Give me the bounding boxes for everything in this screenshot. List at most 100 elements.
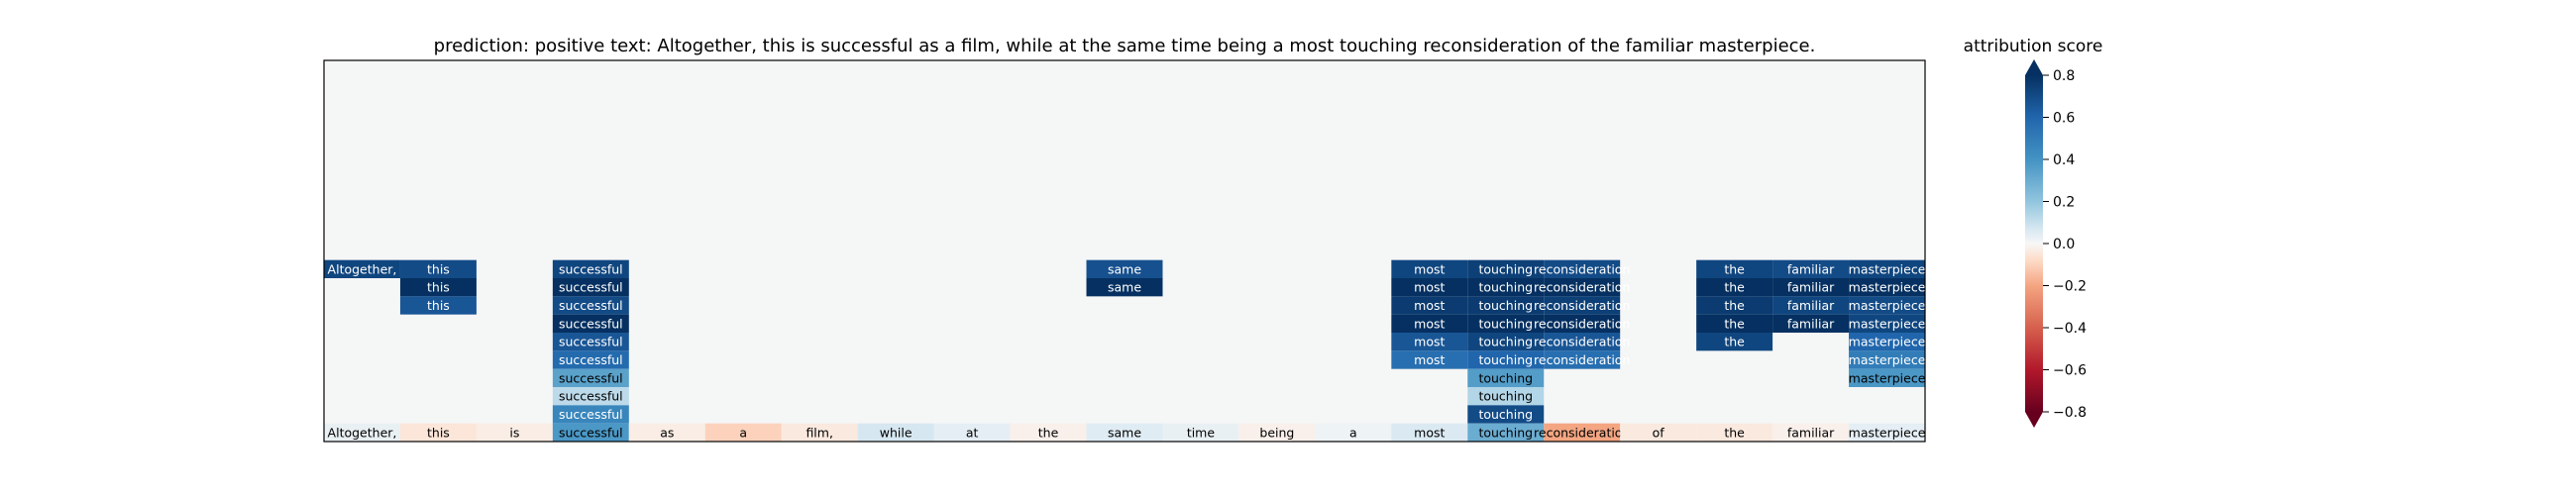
heatmap-cell (552, 387, 629, 406)
heatmap-cell (1467, 350, 1545, 369)
cell-token-label: same (1108, 280, 1141, 295)
heatmap-cell (1849, 314, 1925, 333)
heatmap-cell (1849, 423, 1925, 442)
heatmap-cell (1391, 259, 1468, 278)
heatmap-cell (1391, 296, 1468, 315)
cell-token-label: masterpiece (1849, 425, 1926, 440)
heatmap-cell (1467, 333, 1545, 351)
cell-token-label: successful (559, 389, 623, 404)
cell-token-label: the (1724, 280, 1745, 295)
cell-token-label: familiar (1787, 280, 1835, 295)
heatmap-cell (1772, 259, 1850, 278)
heatmap-cell (1391, 423, 1468, 442)
cell-token-label: masterpiece (1849, 316, 1926, 331)
heatmap-cell (1772, 278, 1850, 297)
cell-token-label: Altogether, (328, 425, 397, 440)
cell-token-label: most (1414, 352, 1445, 367)
heatmap-cell (1849, 368, 1925, 387)
cell-token-label: reconsideration (1534, 261, 1630, 276)
heatmap-cell (1315, 423, 1392, 442)
heatmap-cell (1391, 314, 1468, 333)
cell-token-label: successful (559, 280, 623, 295)
cell-token-label: successful (559, 352, 623, 367)
heatmap-cell (1162, 423, 1239, 442)
heatmap-cell (552, 368, 629, 387)
cell-token-label: touching (1478, 280, 1533, 295)
heatmap-cell (1544, 314, 1621, 333)
cell-token-label: most (1414, 280, 1445, 295)
heatmap-cell (1544, 259, 1621, 278)
heatmap-cell (1086, 278, 1163, 297)
cell-token-label: at (966, 425, 979, 440)
cell-token-label: this (427, 280, 450, 295)
heatmap-cell (1696, 259, 1773, 278)
colorbar-tick-label: 0.0 (2053, 237, 2075, 252)
heatmap-cell (1238, 423, 1316, 442)
colorbar-extend-min (2025, 412, 2043, 428)
heatmap-cell (399, 259, 477, 278)
cell-token-label: this (427, 261, 450, 276)
cell-token-label: the (1724, 425, 1745, 440)
cell-token-label: reconsideration (1534, 352, 1630, 367)
cell-token-label: touching (1478, 298, 1533, 313)
colorbar-tick-label: −0.8 (2053, 405, 2087, 421)
cell-token-label: familiar (1787, 261, 1835, 276)
cell-token-label: the (1724, 298, 1745, 313)
cell-token-label: touching (1478, 316, 1533, 331)
heatmap-cell (1849, 350, 1925, 369)
cell-token-label: successful (559, 298, 623, 313)
cell-token-label: touching (1478, 370, 1533, 385)
heatmap-cell (552, 333, 629, 351)
cell-token-label: is (509, 425, 519, 440)
cell-token-label: the (1724, 316, 1745, 331)
cell-token-label: masterpiece (1849, 370, 1926, 385)
heatmap-cell (552, 314, 629, 333)
plot-frame (323, 59, 1926, 443)
heatmap-cells: Altogether, this successful same most touchin… (324, 259, 1926, 442)
heatmap-cell (1467, 296, 1545, 315)
cell-token-label: familiar (1787, 425, 1835, 440)
heatmap-cell (1544, 296, 1621, 315)
cell-token-label: same (1108, 261, 1141, 276)
chart-title: prediction: positive text: Altogether, t… (434, 36, 1816, 56)
cell-token-label: touching (1478, 335, 1533, 349)
heatmap-cell (933, 423, 1011, 442)
heatmap-cell (1467, 314, 1545, 333)
heatmap-cell (1086, 259, 1163, 278)
cell-token-label: most (1414, 335, 1445, 349)
heatmap-cell (399, 423, 477, 442)
cell-token-label: as (660, 425, 674, 440)
heatmap-cell (1467, 423, 1545, 442)
cell-token-label: a (739, 425, 747, 440)
heatmap-cell (1849, 333, 1925, 351)
heatmap-cell (1544, 333, 1621, 351)
colorbar-tick-label: −0.6 (2053, 363, 2087, 379)
cell-token-label: the (1724, 261, 1745, 276)
heatmap-cell (1849, 259, 1925, 278)
cell-token-label: successful (559, 370, 623, 385)
colorbar-tick-label: 0.8 (2053, 68, 2075, 84)
heatmap-cell (1391, 350, 1468, 369)
heatmap-cell (1467, 278, 1545, 297)
cell-token-label: touching (1478, 352, 1533, 367)
cell-token-label: of (1653, 425, 1665, 440)
colorbar-extend-max (2025, 59, 2043, 75)
cell-token-label: film, (805, 425, 833, 440)
cell-token-label: touching (1478, 389, 1533, 404)
colorbar-tick-label: 0.4 (2053, 152, 2075, 168)
cell-token-label: touching (1478, 407, 1533, 422)
cell-token-label: familiar (1787, 298, 1835, 313)
cell-token-label: reconsideration (1534, 316, 1630, 331)
heatmap-cell (1849, 278, 1925, 297)
cell-token-label: time (1187, 425, 1216, 440)
cell-token-label: the (1038, 425, 1059, 440)
heatmap-cell (324, 423, 400, 442)
heatmap-cell (1696, 333, 1773, 351)
colorbar-gradient (2025, 75, 2043, 412)
cell-token-label: the (1724, 335, 1745, 349)
cell-token-label: successful (559, 316, 623, 331)
heatmap-cell (1696, 314, 1773, 333)
cell-token-label: successful (559, 335, 623, 349)
colorbar-tick-label: −0.2 (2053, 279, 2087, 295)
